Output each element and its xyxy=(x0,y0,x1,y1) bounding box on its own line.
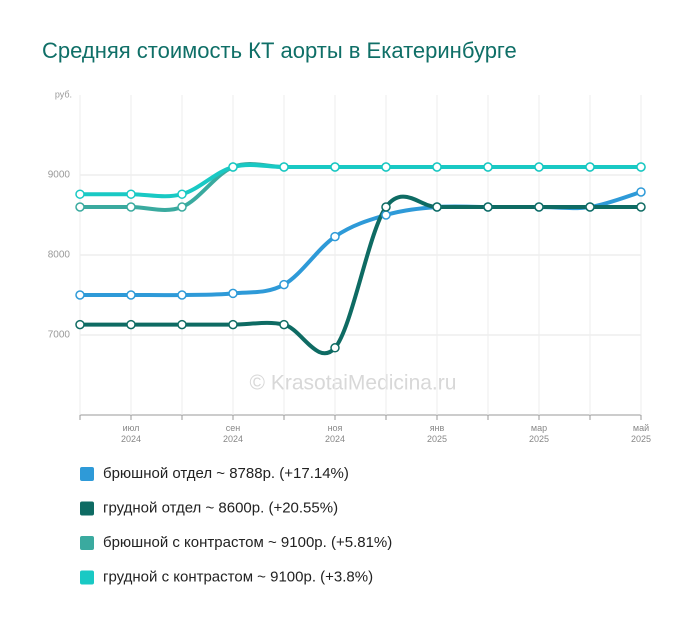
data-point xyxy=(432,202,442,212)
series-line xyxy=(79,162,641,212)
y-axis-label: руб. xyxy=(55,89,72,99)
data-point xyxy=(330,343,340,353)
data-point xyxy=(585,202,595,212)
x-tick-label: мар 2025 xyxy=(529,423,549,444)
legend-swatch xyxy=(80,467,94,481)
legend-label: брюшной с контрастом ~ 9100р. (+5.81%) xyxy=(103,534,392,551)
y-tick-label: 7000 xyxy=(48,330,71,341)
series-line xyxy=(80,194,641,356)
chart-title: Средняя стоимость КТ аорты в Екатеринбур… xyxy=(42,38,517,63)
data-point xyxy=(381,202,391,212)
data-point xyxy=(432,162,442,172)
x-tick-label: май 2025 xyxy=(631,423,651,444)
data-point xyxy=(75,319,85,330)
data-point xyxy=(279,279,289,290)
data-point xyxy=(483,202,493,212)
data-point xyxy=(228,162,238,172)
data-point xyxy=(126,319,136,330)
data-point xyxy=(534,162,544,172)
data-point xyxy=(126,189,136,199)
data-point xyxy=(75,202,85,212)
x-tick-label: сен 2024 xyxy=(223,423,243,444)
data-point xyxy=(177,290,187,300)
y-tick-label: 8000 xyxy=(48,250,71,261)
watermark: © KrasotaiMedicina.ru xyxy=(250,372,457,395)
data-point xyxy=(177,189,187,199)
data-point xyxy=(330,162,340,172)
y-tick-label: 9000 xyxy=(48,170,71,181)
data-point xyxy=(636,187,646,197)
data-point xyxy=(636,162,646,172)
legend-label: брюшной отдел ~ 8788р. (+17.14%) xyxy=(103,465,349,482)
data-point xyxy=(228,288,238,299)
legend-label: грудной отдел ~ 8600р. (+20.55%) xyxy=(103,499,338,516)
x-tick-label: ноя 2024 xyxy=(325,423,345,444)
data-point xyxy=(381,210,391,220)
data-point xyxy=(279,162,289,172)
data-point xyxy=(177,319,187,330)
data-point xyxy=(75,290,85,300)
legend-swatch xyxy=(80,501,94,516)
data-point xyxy=(330,231,340,242)
data-point xyxy=(585,162,595,172)
series-line xyxy=(80,163,641,199)
data-point xyxy=(75,189,85,199)
data-point xyxy=(636,202,646,212)
data-point xyxy=(126,290,136,300)
data-point xyxy=(381,162,391,172)
data-point xyxy=(228,319,238,330)
data-point xyxy=(483,162,493,172)
data-point xyxy=(279,319,289,330)
data-point xyxy=(126,202,136,212)
x-tick-label: июл 2024 xyxy=(121,423,141,444)
legend-label: грудной с контрастом ~ 9100р. (+3.8%) xyxy=(103,568,373,585)
data-point xyxy=(534,202,544,212)
data-point xyxy=(177,202,187,212)
legend-swatch xyxy=(80,570,94,585)
x-tick-label: янв 2025 xyxy=(427,423,447,444)
legend-swatch xyxy=(80,536,94,550)
